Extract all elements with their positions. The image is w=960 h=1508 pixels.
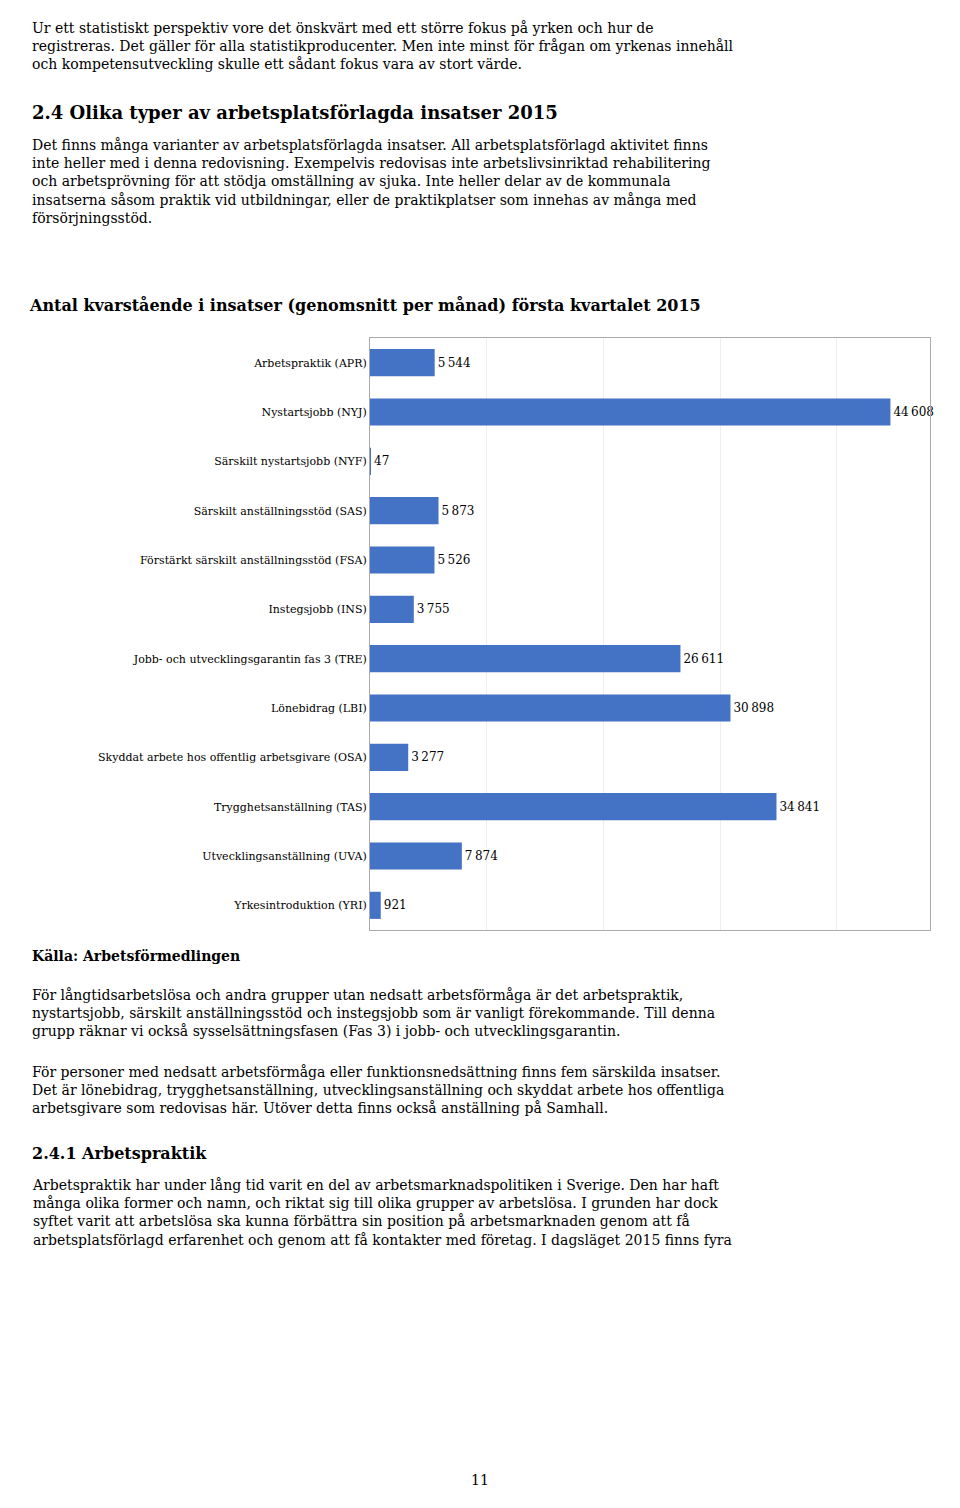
svg-text:Skyddat arbete hos offentlig a: Skyddat arbete hos offentlig arbetsgivar… [98, 751, 367, 764]
svg-text:11: 11 [471, 1472, 489, 1488]
svg-text:Utvecklingsanställning (UVA): Utvecklingsanställning (UVA) [202, 850, 367, 863]
svg-text:Förstärkt särskilt anställning: Förstärkt särskilt anställningsstöd (FSA… [140, 554, 367, 567]
svg-text:26 611: 26 611 [683, 652, 724, 666]
svg-text:Antal kvarstående i insatser (: Antal kvarstående i insatser (genomsnitt… [29, 295, 701, 315]
svg-text:47: 47 [374, 454, 389, 468]
svg-text:Instegsjobb (INS): Instegsjobb (INS) [268, 603, 366, 616]
svg-text:Nystartsjobb (NYJ): Nystartsjobb (NYJ) [262, 406, 367, 419]
svg-text:Jobb- och utvecklingsgarantin: Jobb- och utvecklingsgarantin fas 3 (TRE… [133, 653, 367, 666]
svg-text:Trygghetsanställning (TAS): Trygghetsanställning (TAS) [214, 801, 367, 814]
svg-text:Yrkesintroduktion (YRI): Yrkesintroduktion (YRI) [233, 899, 367, 912]
svg-text:Källa: Arbetsförmedlingen: Källa: Arbetsförmedlingen [32, 948, 240, 964]
svg-text:Arbetspraktik (APR): Arbetspraktik (APR) [253, 357, 367, 370]
svg-text:5 526: 5 526 [437, 553, 470, 567]
svg-text:30 898: 30 898 [733, 701, 774, 715]
svg-text:Särskilt anställningsstöd (SAS: Särskilt anställningsstöd (SAS) [194, 505, 367, 518]
svg-text:Särskilt nystartsjobb (NYF): Särskilt nystartsjobb (NYF) [214, 455, 367, 468]
svg-text:5 544: 5 544 [438, 356, 471, 370]
svg-text:3 755: 3 755 [417, 602, 450, 616]
svg-text:7 874: 7 874 [465, 849, 498, 863]
svg-text:44 608: 44 608 [893, 405, 934, 419]
svg-text:För långtidsarbetslösa och and: För långtidsarbetslösa och andra grupper… [32, 987, 715, 1039]
svg-text:921: 921 [384, 898, 407, 912]
svg-text:34 841: 34 841 [779, 800, 820, 814]
svg-text:2.4 Olika typer av arbetsplats: 2.4 Olika typer av arbetsplatsförlagda i… [32, 102, 558, 123]
svg-text:Ur ett statistiskt perspektiv: Ur ett statistiskt perspektiv vore det ö… [32, 20, 734, 72]
svg-text:Arbetspraktik har under lång t: Arbetspraktik har under lång tid varit e… [32, 1177, 732, 1248]
svg-text:5 873: 5 873 [442, 504, 475, 518]
svg-text:3 277: 3 277 [411, 750, 444, 764]
svg-text:För personer med nedsatt arbet: För personer med nedsatt arbetsförmåga e… [32, 1064, 724, 1116]
svg-text:Lönebidrag (LBI): Lönebidrag (LBI) [271, 702, 367, 715]
svg-text:Det finns många varianter av a: Det finns många varianter av arbetsplats… [32, 137, 711, 226]
svg-text:2.4.1 Arbetspraktik: 2.4.1 Arbetspraktik [32, 1144, 207, 1163]
